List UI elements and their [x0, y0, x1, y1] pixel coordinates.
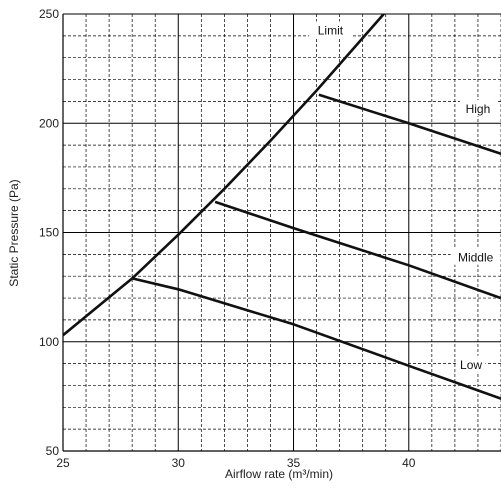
x-tick-label: 35	[287, 456, 301, 470]
curve-label-limit: Limit	[318, 23, 344, 37]
curves	[63, 14, 501, 400]
series-limit-line	[63, 14, 386, 337]
series-high-line	[318, 93, 501, 156]
y-tick-label: 250	[39, 7, 59, 21]
y-tick-label: 100	[39, 335, 59, 349]
curve-label-low: Low	[460, 358, 482, 372]
y-tick-label: 50	[46, 444, 60, 458]
curve-label-middle: Middle	[458, 251, 494, 265]
series-middle-line	[214, 200, 501, 300]
x-tick-label: 30	[172, 456, 186, 470]
tick-labels: 25 30 35 40 50 100 150 200 250	[39, 7, 416, 470]
curve-label-bg	[450, 248, 501, 265]
curve-label-bg	[456, 355, 486, 372]
x-tick-label: 40	[402, 456, 416, 470]
x-tick-label: 25	[56, 456, 70, 470]
curve-label-high: High	[466, 102, 491, 116]
grid	[62, 13, 501, 452]
x-axis-title: Airflow rate (m³/min)	[225, 467, 333, 481]
series-low-line	[131, 277, 501, 400]
y-axis-title: Static Pressure (Pa)	[7, 179, 21, 286]
curve-label-bg	[459, 100, 496, 117]
y-tick-label: 150	[39, 226, 59, 240]
curve-label-bg	[308, 21, 352, 38]
y-tick-label: 200	[39, 116, 59, 130]
curve-labels: Limit High Middle Low	[308, 21, 501, 372]
